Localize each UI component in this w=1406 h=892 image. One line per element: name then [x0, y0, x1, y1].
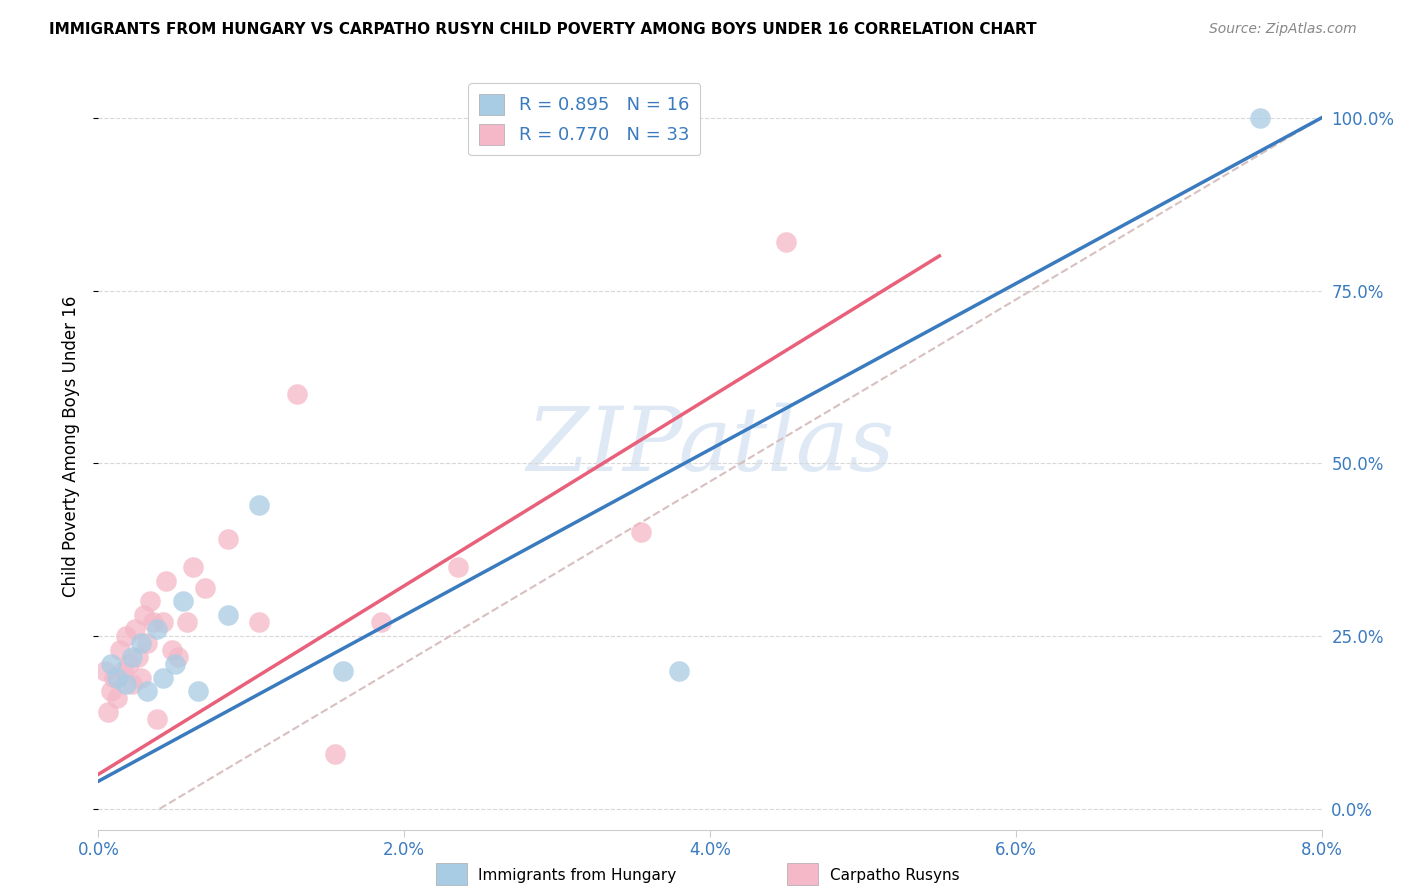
Point	[129, 671, 152, 685]
Point	[142, 615, 165, 630]
Point	[176, 615, 198, 630]
Point	[160, 643, 183, 657]
Point	[97, 705, 120, 719]
Point	[332, 664, 354, 678]
Point	[115, 629, 138, 643]
Point	[325, 747, 347, 761]
Point	[775, 235, 797, 249]
Point	[100, 657, 122, 671]
Point	[100, 684, 122, 698]
Point	[134, 608, 156, 623]
Point	[247, 615, 270, 630]
Point	[447, 560, 470, 574]
Point	[285, 387, 308, 401]
Point	[194, 581, 217, 595]
Point	[152, 615, 174, 630]
Text: ZIPatlas: ZIPatlas	[526, 402, 894, 490]
Y-axis label: Child Poverty Among Boys Under 16: Child Poverty Among Boys Under 16	[62, 295, 80, 597]
Point	[129, 636, 152, 650]
Point	[187, 684, 209, 698]
Point	[1249, 111, 1271, 125]
Point	[217, 533, 239, 547]
Point	[181, 560, 204, 574]
Point	[105, 671, 128, 685]
Point	[121, 649, 143, 664]
Point	[127, 649, 149, 664]
Text: Immigrants from Hungary: Immigrants from Hungary	[478, 869, 676, 883]
Point	[155, 574, 177, 588]
Point	[370, 615, 392, 630]
Text: Source: ZipAtlas.com: Source: ZipAtlas.com	[1209, 22, 1357, 37]
Point	[217, 608, 239, 623]
Point	[139, 594, 162, 608]
Point	[668, 664, 690, 678]
Point	[118, 657, 141, 671]
Point	[145, 622, 167, 636]
Point	[93, 664, 115, 678]
Point	[145, 712, 167, 726]
Point	[172, 594, 194, 608]
Point	[136, 636, 159, 650]
Point	[115, 677, 138, 691]
Point	[247, 498, 270, 512]
Text: IMMIGRANTS FROM HUNGARY VS CARPATHO RUSYN CHILD POVERTY AMONG BOYS UNDER 16 CORR: IMMIGRANTS FROM HUNGARY VS CARPATHO RUSY…	[49, 22, 1036, 37]
Legend: R = 0.895   N = 16, R = 0.770   N = 33: R = 0.895 N = 16, R = 0.770 N = 33	[468, 83, 700, 155]
Point	[108, 643, 131, 657]
Point	[103, 671, 125, 685]
Text: Carpatho Rusyns: Carpatho Rusyns	[830, 869, 959, 883]
Point	[163, 657, 186, 671]
Point	[121, 677, 143, 691]
Point	[105, 691, 128, 706]
Point	[152, 671, 174, 685]
Point	[136, 684, 159, 698]
Point	[111, 664, 134, 678]
Point	[630, 525, 652, 540]
Point	[167, 649, 190, 664]
Point	[124, 622, 146, 636]
